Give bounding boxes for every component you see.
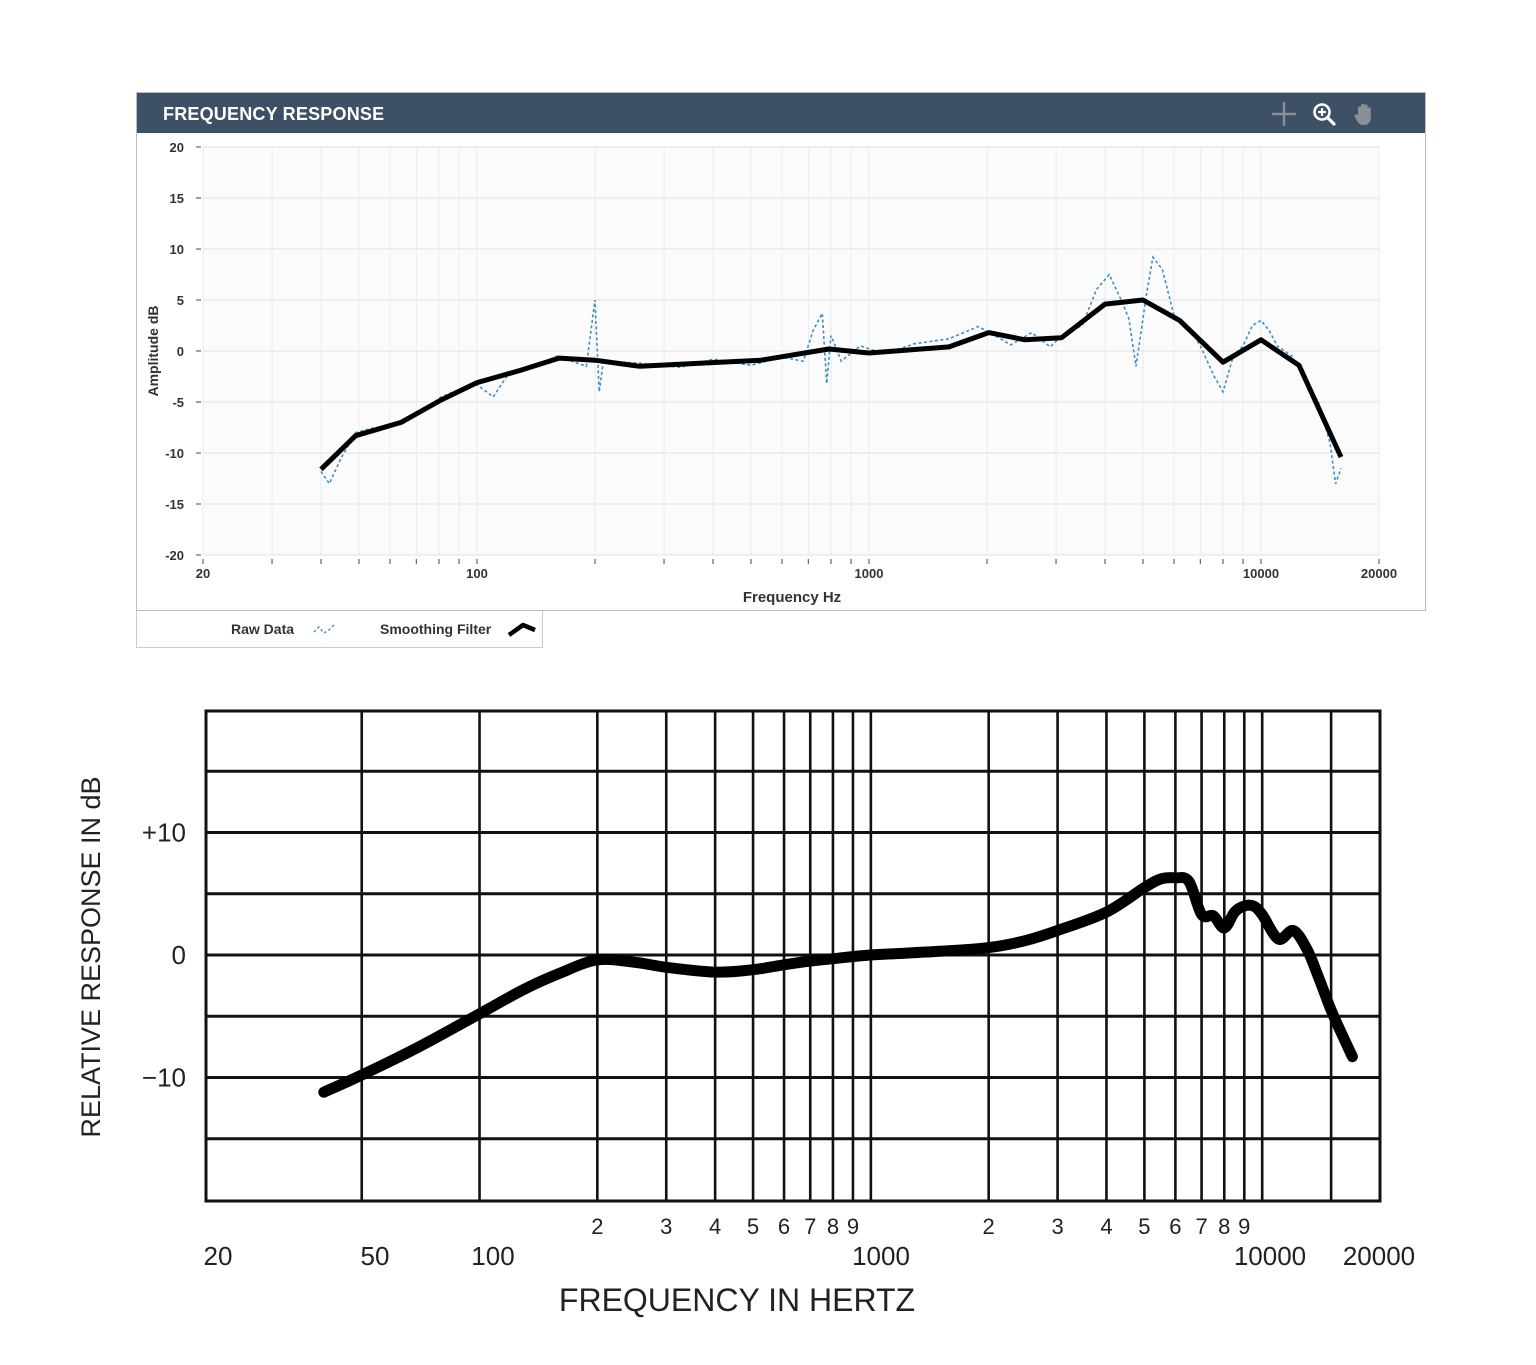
svg-text:1000: 1000 (855, 566, 884, 581)
svg-text:5: 5 (1138, 1214, 1150, 1239)
raw-data-series (320, 255, 1342, 486)
grid-lines (202, 146, 1380, 556)
svg-text:1000: 1000 (852, 1241, 910, 1271)
svg-text:2: 2 (591, 1214, 603, 1239)
svg-text:-10: -10 (165, 446, 184, 461)
svg-text:20000: 20000 (1361, 566, 1397, 581)
legend-smoothing-filter-label[interactable]: Smoothing Filter (380, 621, 492, 637)
bottom-y-axis: +10 0 −10 (142, 818, 186, 1093)
svg-text:20: 20 (204, 1241, 233, 1271)
svg-text:-15: -15 (165, 497, 184, 512)
svg-text:3: 3 (1051, 1214, 1063, 1239)
svg-text:5: 5 (177, 293, 184, 308)
svg-text:10: 10 (170, 242, 184, 257)
raw-data-legend-icon (313, 623, 336, 634)
svg-text:8: 8 (1218, 1214, 1230, 1239)
svg-text:9: 9 (847, 1214, 859, 1239)
y-axis: 20 15 10 5 0 -5 -10 -15 -20 (165, 140, 201, 563)
bottom-x-axis-label: FREQUENCY IN HERTZ (559, 1282, 915, 1318)
svg-text:0: 0 (172, 940, 186, 970)
svg-text:15: 15 (170, 191, 184, 206)
svg-text:20000: 20000 (1343, 1241, 1415, 1271)
svg-text:3: 3 (660, 1214, 672, 1239)
zoom-in-icon[interactable] (1311, 101, 1337, 127)
smoothing-filter-legend-icon (507, 622, 536, 637)
svg-text:50: 50 (361, 1241, 390, 1271)
svg-text:-20: -20 (165, 548, 184, 563)
svg-text:4: 4 (1100, 1214, 1112, 1239)
chart-legend: Raw Data Smoothing Filter (136, 611, 543, 648)
svg-text:9: 9 (1238, 1214, 1250, 1239)
y-axis-label: Amplitude dB (145, 306, 161, 397)
pan-hand-icon[interactable] (1351, 101, 1377, 127)
svg-text:10000: 10000 (1243, 566, 1279, 581)
response-curve (318, 872, 1358, 1098)
svg-text:100: 100 (466, 566, 488, 581)
svg-text:5: 5 (747, 1214, 759, 1239)
svg-text:20: 20 (170, 140, 184, 155)
panel-header: FREQUENCY RESPONSE (137, 93, 1425, 133)
x-axis: 20 100 1000 10000 20000 (196, 559, 1397, 581)
bottom-plot-frame (204, 709, 1382, 1203)
smoothing-filter-series (319, 297, 1344, 472)
svg-text:0: 0 (177, 344, 184, 359)
svg-text:4: 4 (709, 1214, 721, 1239)
bottom-x-axis: 2 3 4 5 6 7 8 9 2 3 4 5 6 7 8 920 50 100 1000 10000 20000 (204, 1214, 1416, 1271)
crosshair-icon[interactable] (1271, 101, 1297, 127)
svg-text:−10: −10 (142, 1063, 186, 1093)
svg-text:8: 8 (827, 1214, 839, 1239)
svg-text:6: 6 (1169, 1214, 1181, 1239)
svg-text:-5: -5 (172, 395, 184, 410)
svg-text:6: 6 (778, 1214, 790, 1239)
svg-text:7: 7 (804, 1214, 816, 1239)
svg-text:10000: 10000 (1234, 1241, 1306, 1271)
svg-text:+10: +10 (142, 818, 186, 848)
svg-text:2: 2 (983, 1214, 995, 1239)
bottom-y-axis-label: RELATIVE RESPONSE IN dB (76, 776, 106, 1137)
svg-text:20: 20 (196, 566, 210, 581)
svg-text:7: 7 (1195, 1214, 1207, 1239)
svg-text:100: 100 (471, 1241, 514, 1271)
panel-title: FREQUENCY RESPONSE (163, 104, 385, 124)
legend-raw-data-label[interactable]: Raw Data (231, 621, 295, 637)
x-axis-label: Frequency Hz (743, 589, 841, 606)
bottom-grid-lines (206, 711, 1380, 1201)
